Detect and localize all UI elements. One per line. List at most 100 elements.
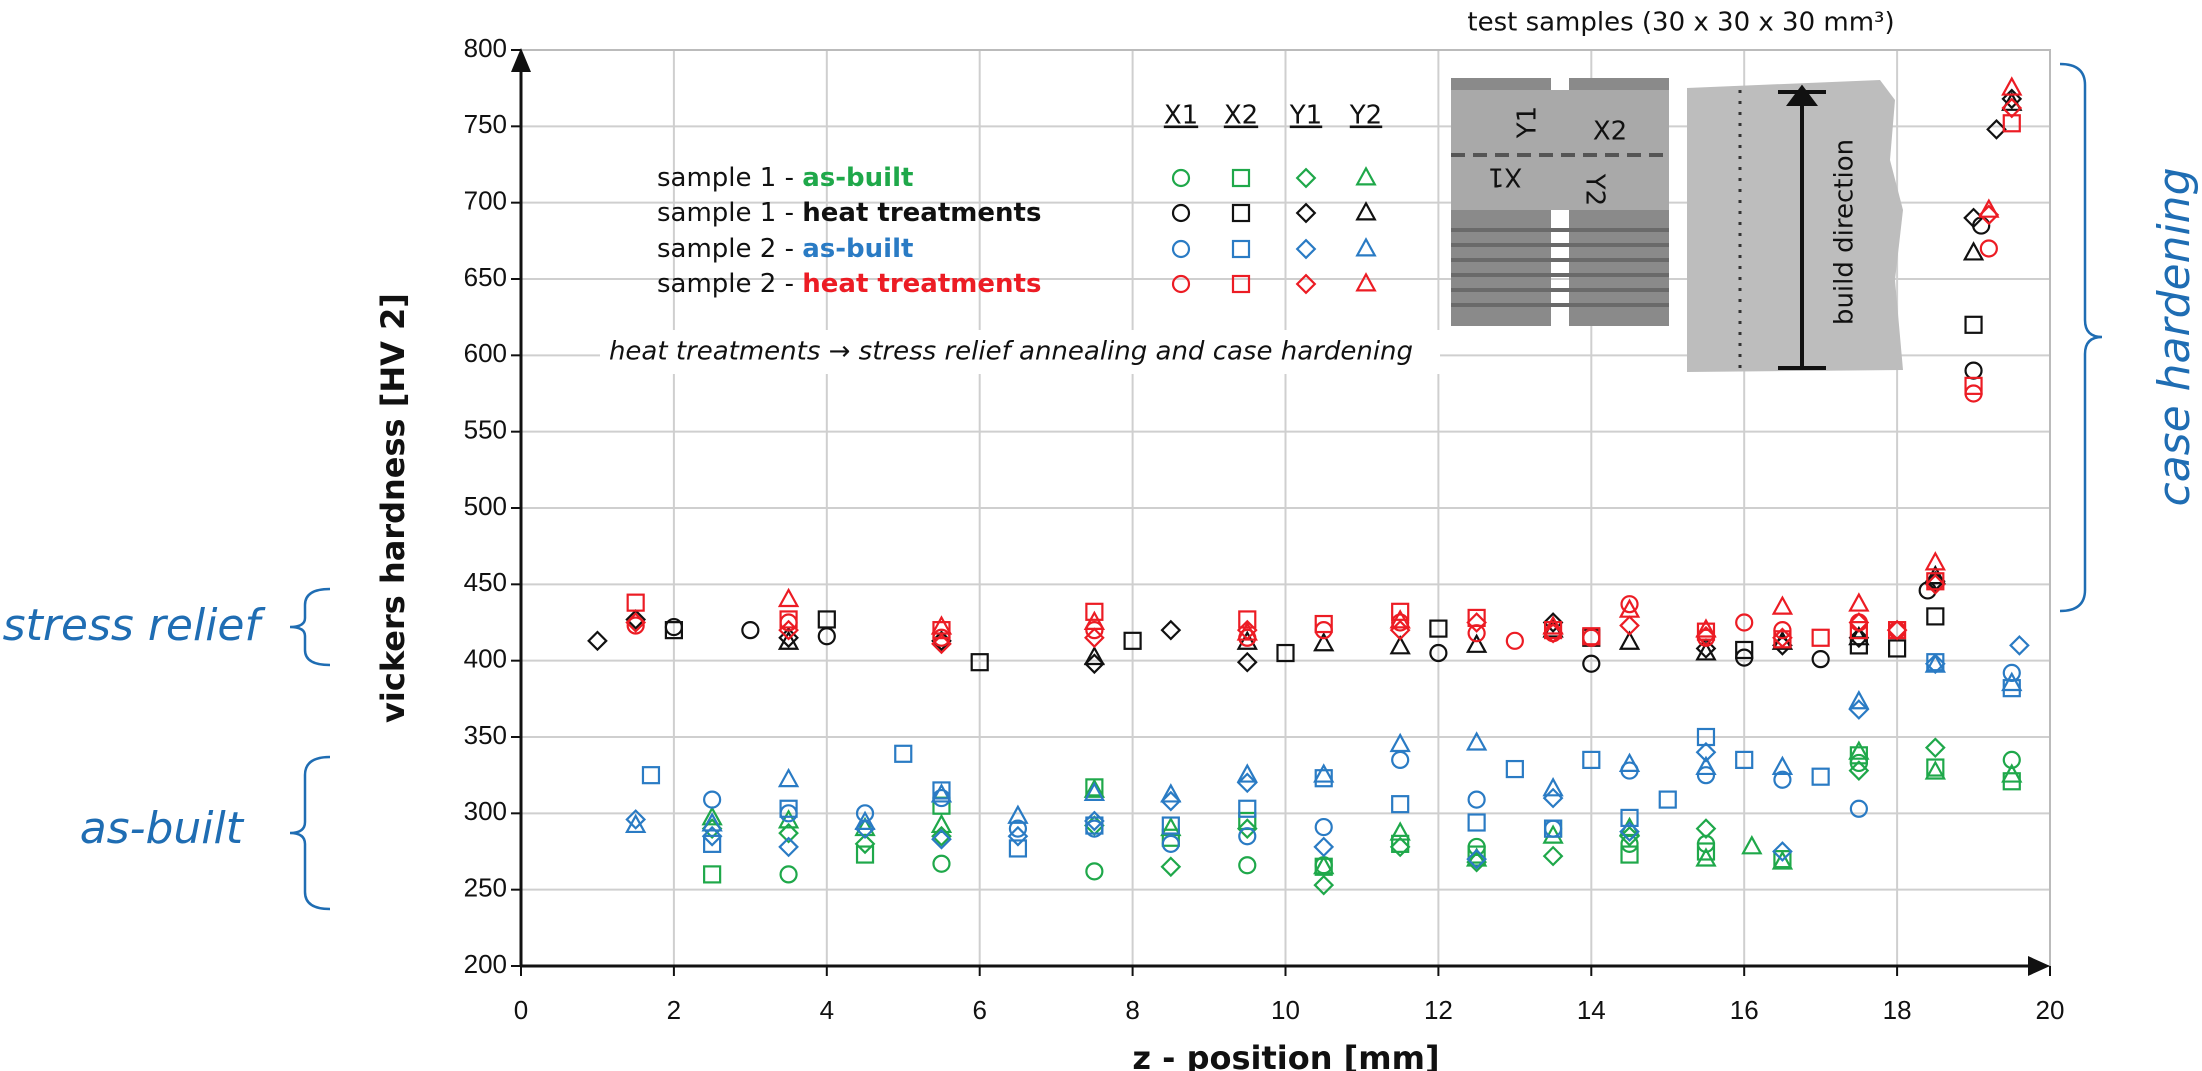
point [1966,363,1982,379]
point [1469,792,1485,808]
diagram-title: test samples (30 x 30 x 30 mm³) [1467,8,1894,38]
legend-marker [1357,239,1375,255]
point [628,595,644,611]
x-tick-label: 14 [1577,995,1606,1025]
x-tick-label: 6 [972,995,986,1025]
y-tick-label: 200 [464,949,507,979]
x-tick-label: 20 [2036,995,2065,1025]
legend-column: X2 [1224,101,1258,131]
chart: build direction Y1 X2 X1 Y2 test samples… [0,0,2202,1071]
point [1238,653,1256,671]
diagram-label: build direction [1830,139,1860,325]
point [1010,840,1026,856]
point [780,770,798,786]
legend-marker [1173,170,1189,186]
point [1544,779,1562,795]
legend-prefix: sample 2 - [657,269,802,299]
point [1316,819,1332,835]
point [2011,637,2029,655]
legend-column: X1 [1164,101,1198,131]
annotation: as-built [80,803,245,854]
point [780,590,798,606]
legend-marker [1173,241,1189,257]
point [643,767,659,783]
x-axis-label: z - position [mm] [1132,1039,1439,1071]
point [1392,752,1408,768]
point [1966,317,1982,333]
y-tick-label: 400 [464,644,507,674]
point [1988,121,2006,139]
y-axis-arrow [511,48,531,72]
x-tick-label: 12 [1424,995,1453,1025]
point [1851,801,1867,817]
legend-marker [1297,240,1315,258]
point [1315,766,1333,782]
y-tick-label: 650 [464,262,507,292]
annotation: case hardening [2149,167,2200,506]
diagram-label: Y2 [1580,173,1610,206]
point [1468,734,1486,750]
sample-diagram: build direction Y1 X2 X1 Y2 [1451,78,1903,372]
note: heat treatments → stress relief annealin… [609,337,1413,367]
legend-label-emph: as-built [802,163,913,193]
y-tick-label: 700 [464,186,507,216]
point [1162,858,1180,876]
y-axis-label: vickers hardness [HV 2] [374,293,412,723]
point [1315,876,1333,894]
point [704,866,720,882]
point [1660,792,1676,808]
x-tick-label: 0 [514,995,528,1025]
point [1239,801,1255,817]
y-tick-label: 600 [464,338,507,368]
legend-label: sample 2 - heat treatments [657,269,1041,299]
point [1774,598,1792,614]
legend-marker [1233,241,1249,257]
legend-prefix: sample 1 - [657,163,802,193]
legend-label: sample 1 - heat treatments [657,198,1041,228]
legend-prefix: sample 1 - [657,198,802,228]
point [1316,770,1332,786]
legend-marker [1297,275,1315,293]
point [1813,630,1829,646]
legend-column: Y1 [1289,101,1322,131]
point [1239,857,1255,873]
point [933,856,949,872]
x-tick-label: 2 [667,995,681,1025]
point [1965,243,1983,259]
point [1315,838,1333,856]
point [1392,796,1408,812]
legend-marker [1233,205,1249,221]
point [1507,633,1523,649]
x-tick-label: 4 [820,995,834,1025]
section [1687,80,1903,372]
legend-label-emph: heat treatments [802,198,1041,228]
y-tick-label: 450 [464,567,507,597]
legend-marker [1357,168,1375,184]
point [1391,838,1409,856]
y-tick-label: 750 [464,109,507,139]
legend-marker [1357,274,1375,290]
point [1697,820,1715,838]
legend-prefix: sample 2 - [657,234,802,264]
x-tick-label: 10 [1271,995,1300,1025]
legend-marker [1233,170,1249,186]
point [781,866,797,882]
legend-label-emph: as-built [802,234,913,264]
point [1813,651,1829,667]
point [1743,837,1761,853]
diagram-label: X1 [1488,162,1522,192]
point [589,632,607,650]
legend-column: Y2 [1349,101,1382,131]
y-tick-label: 350 [464,720,507,750]
sample-face [1451,90,1669,210]
diagram-label: Y1 [1513,106,1543,139]
point [1086,863,1102,879]
legend-label: sample 1 - as-built [657,163,913,193]
legend-marker [1173,205,1189,221]
point [1927,608,1943,624]
x-tick-label: 18 [1883,995,1912,1025]
y-tick-label: 550 [464,415,507,445]
y-tick-label: 300 [464,796,507,826]
point [895,746,911,762]
y-tick-label: 500 [464,491,507,521]
